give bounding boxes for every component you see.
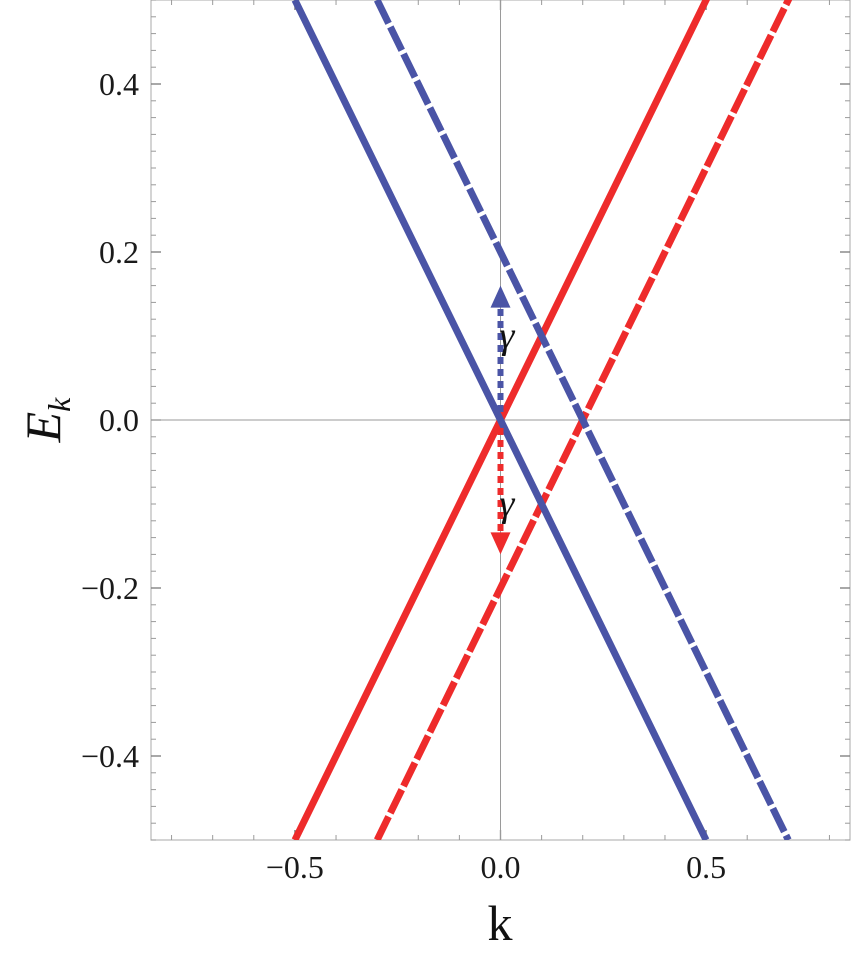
gamma-label-2: γ bbox=[499, 483, 515, 525]
y-tick-label: −0.2 bbox=[81, 570, 139, 606]
y-tick-labels: 0.4 0.2 0.0 −0.2 −0.4 bbox=[81, 66, 139, 774]
x-tick-label: 0.0 bbox=[481, 849, 521, 885]
y-axis-title: Ek bbox=[15, 397, 77, 444]
gamma-arrow-head-1 bbox=[490, 285, 511, 308]
y-axis-title-sub: k bbox=[41, 397, 77, 412]
dashed-band-line-4 bbox=[374, 0, 792, 840]
y-tick-label: −0.4 bbox=[81, 738, 139, 774]
annotation-layer: γγ bbox=[490, 285, 515, 555]
y-tick-label: 0.2 bbox=[99, 234, 139, 270]
dashed-band-line-2 bbox=[374, 0, 793, 840]
minor-ticks bbox=[151, 0, 850, 841]
y-tick-label: 0.4 bbox=[99, 66, 139, 102]
series-layer bbox=[291, 0, 793, 840]
gamma-label-1: γ bbox=[499, 315, 515, 357]
x-tick-label: 0.5 bbox=[686, 849, 726, 885]
x-tick-label: −0.5 bbox=[266, 849, 324, 885]
gamma-arrow-head-2 bbox=[490, 532, 511, 555]
y-axis-title-main: E bbox=[15, 412, 71, 444]
solid-band-line-3 bbox=[291, 0, 710, 840]
x-axis-title: k bbox=[488, 895, 513, 951]
y-tick-label: 0.0 bbox=[99, 402, 139, 438]
x-tick-labels: −0.5 0.0 0.5 bbox=[266, 849, 726, 885]
